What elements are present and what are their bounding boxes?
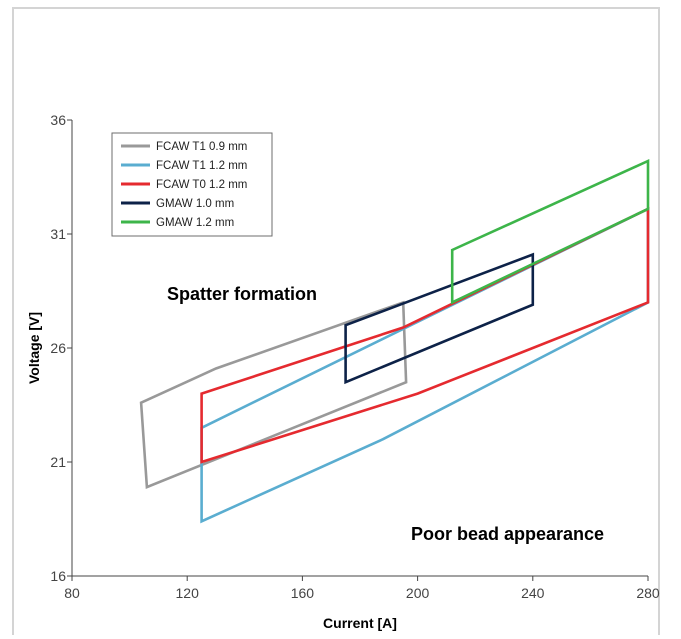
x-tick-label: 160 [291,585,315,601]
series-5-line [450,158,650,305]
legend-label: FCAW T1 0.9 mm [156,141,247,153]
legend-label: GMAW 1.2 mm [156,217,234,229]
series-2-line [200,206,650,524]
legend-label: FCAW T0 1.2 mm [156,179,247,191]
legend-label: GMAW 1.0 mm [156,198,234,210]
legend: FCAW T1 0.9 mm FCAW T1 1.2 mm FCAW T0 1.2 … [111,132,273,237]
tick-labels: 80 120 160 200 240 280 16 21 26 31 36 [50,112,659,601]
y-tick-label: 16 [50,568,66,584]
y-tick-label: 26 [50,340,66,356]
legend-label: FCAW T1 1.2 mm [156,160,247,172]
y-axis-label: Voltage [V] [26,312,42,384]
x-tick-label: 200 [406,585,430,601]
y-tick-label: 31 [50,226,66,242]
x-tick-label: 120 [176,585,200,601]
series-layer [139,158,650,524]
x-tick-label: 80 [64,585,80,601]
chart-frame [12,7,660,635]
y-tick-label: 36 [50,112,66,128]
x-axis-label: Current [A] [323,615,397,631]
annotation-spatter-formation: Spatter formation [167,284,317,304]
series-3-line [200,206,650,464]
x-tick-label: 280 [636,585,660,601]
y-tick-label: 21 [50,454,66,470]
x-tick-label: 240 [521,585,545,601]
series-4-line [344,252,535,385]
series-1-line [139,300,408,489]
annotation-poor-bead-appearance: Poor bead appearance [411,524,604,544]
